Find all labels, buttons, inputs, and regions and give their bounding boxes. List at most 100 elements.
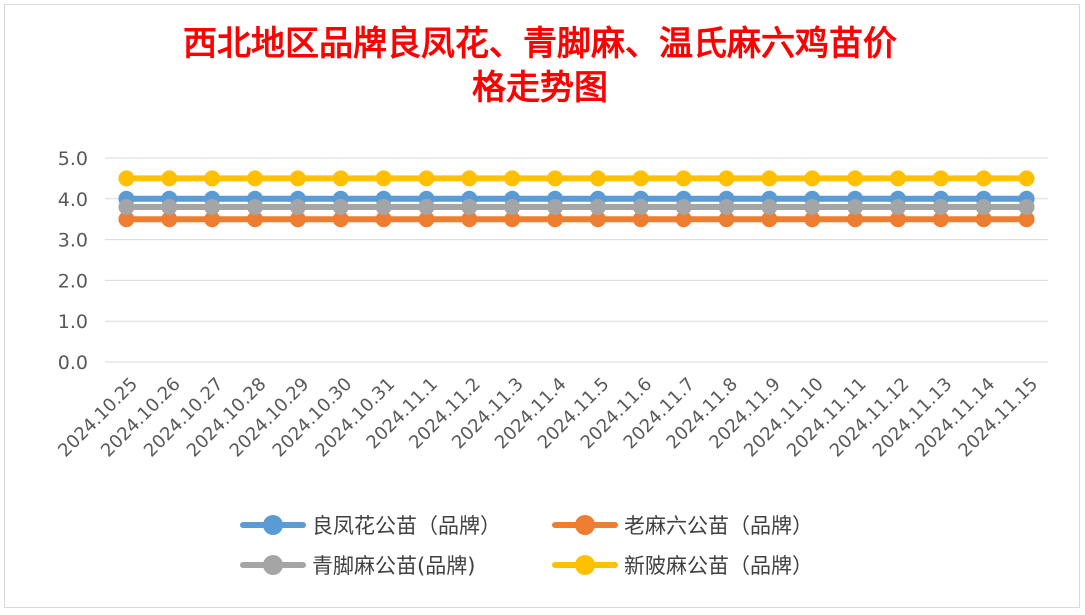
legend-label: 新陂麻公苗（品牌） [624,554,813,578]
data-point[interactable] [932,198,949,215]
data-point[interactable] [889,170,906,187]
legend-item-laomaliu[interactable]: 老麻六公苗（品牌） [552,510,813,540]
data-point[interactable] [804,211,821,228]
data-point[interactable] [975,170,992,187]
y-tick-label: 5.0 [58,148,88,170]
data-point[interactable] [418,170,435,187]
y-tick-label: 3.0 [58,230,88,252]
data-point[interactable] [761,198,778,215]
data-point[interactable] [204,198,221,215]
legend-item-qingjiaoma[interactable]: 青脚麻公苗(品牌) [240,550,475,580]
data-point[interactable] [975,198,992,215]
data-point[interactable] [1018,211,1035,228]
legend-marker [263,555,283,575]
data-point[interactable] [761,211,778,228]
data-point[interactable] [847,211,864,228]
data-point[interactable] [804,170,821,187]
y-tick-label: 0.0 [58,352,88,374]
legend-item-xinpima[interactable]: 新陂麻公苗（品牌） [552,550,813,580]
data-point[interactable] [161,198,178,215]
data-point[interactable] [332,198,349,215]
data-point[interactable] [118,198,135,215]
data-point[interactable] [504,170,521,187]
data-point[interactable] [589,198,606,215]
data-point[interactable] [332,211,349,228]
y-tick-label: 2.0 [58,270,88,292]
data-point[interactable] [547,198,564,215]
legend-swatch-xinpima [552,550,618,580]
data-point[interactable] [547,211,564,228]
data-point[interactable] [118,170,135,187]
legend-swatch-qingjiaoma [240,550,306,580]
data-point[interactable] [461,170,478,187]
data-point[interactable] [675,211,692,228]
series-1 [118,211,1035,228]
legend-marker [575,515,595,535]
chart-title-line-2: 格走势图 [472,68,608,108]
data-point[interactable] [247,170,264,187]
legend: 良凤花公苗（品牌） 老麻六公苗（品牌） 青脚麻公苗(品牌) 新陂麻公苗（品牌） [240,510,880,590]
data-point[interactable] [1018,198,1035,215]
data-point[interactable] [375,198,392,215]
data-point[interactable] [118,211,135,228]
data-point[interactable] [161,170,178,187]
data-point[interactable] [418,211,435,228]
data-point[interactable] [504,198,521,215]
data-point[interactable] [461,211,478,228]
series-3 [118,170,1035,187]
data-point[interactable] [289,211,306,228]
data-point[interactable] [589,170,606,187]
data-point[interactable] [632,211,649,228]
data-point[interactable] [632,198,649,215]
series-lines [118,170,1035,228]
data-point[interactable] [161,211,178,228]
data-point[interactable] [632,170,649,187]
data-point[interactable] [418,198,435,215]
data-point[interactable] [547,170,564,187]
data-point[interactable] [247,198,264,215]
data-point[interactable] [847,170,864,187]
data-point[interactable] [247,211,264,228]
data-point[interactable] [718,211,735,228]
data-point[interactable] [847,198,864,215]
legend-item-liangfenghua[interactable]: 良凤花公苗（品牌） [240,510,501,540]
data-point[interactable] [932,211,949,228]
data-point[interactable] [718,198,735,215]
data-point[interactable] [289,170,306,187]
data-point[interactable] [932,170,949,187]
chart-area[interactable] [4,4,1080,608]
legend-marker [575,555,595,575]
data-point[interactable] [718,170,735,187]
data-point[interactable] [504,211,521,228]
data-point[interactable] [204,170,221,187]
data-point[interactable] [375,170,392,187]
data-point[interactable] [375,211,392,228]
data-point[interactable] [204,211,221,228]
legend-swatch-liangfenghua [240,510,306,540]
legend-marker [263,515,283,535]
legend-label: 良凤花公苗（品牌） [312,514,501,538]
y-tick-label: 1.0 [58,311,88,333]
series-2 [118,198,1035,215]
data-point[interactable] [1018,170,1035,187]
data-point[interactable] [461,198,478,215]
data-point[interactable] [975,211,992,228]
data-point[interactable] [889,198,906,215]
data-point[interactable] [675,170,692,187]
legend-label: 青脚麻公苗(品牌) [312,554,476,578]
data-point[interactable] [589,211,606,228]
y-axis-tick-labels: 5.0 4.0 3.0 2.0 1.0 0.0 [58,148,88,374]
data-point[interactable] [804,198,821,215]
data-point[interactable] [761,170,778,187]
legend-swatch-laomaliu [552,510,618,540]
y-tick-label: 4.0 [58,189,88,211]
data-point[interactable] [289,198,306,215]
x-axis-tick-labels: 2024.10.252024.10.262024.10.272024.10.28… [54,374,1042,462]
chart-title: 西北地区品牌良凤花、青脚麻、温氏麻六鸡苗价 格走势图 [80,22,1000,110]
data-point[interactable] [889,211,906,228]
data-point[interactable] [675,198,692,215]
data-point[interactable] [332,170,349,187]
chart-title-line-1: 西北地区品牌良凤花、青脚麻、温氏麻六鸡苗价 [183,24,897,64]
legend-label: 老麻六公苗（品牌） [624,514,813,538]
